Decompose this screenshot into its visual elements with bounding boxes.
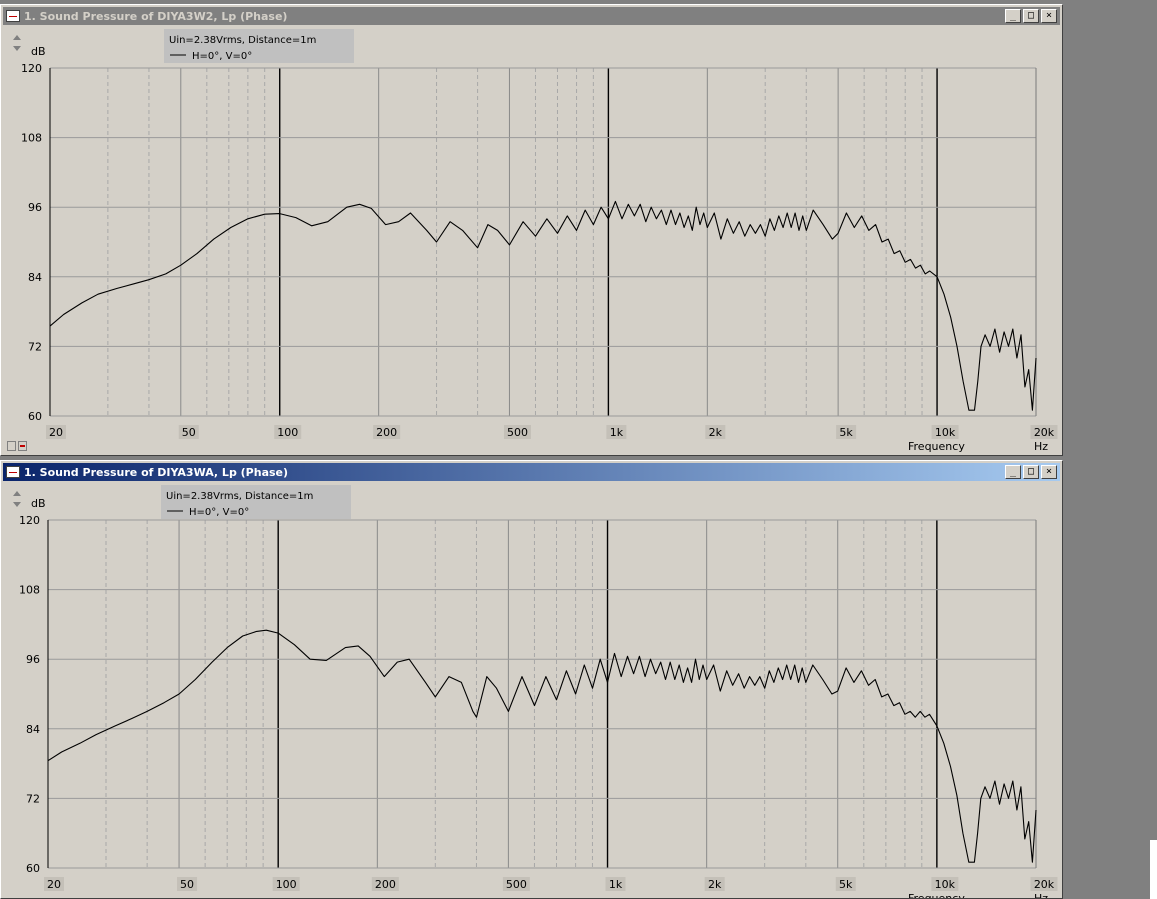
- legend-conditions: Uin=2.38Vrms, Distance=1m: [166, 491, 313, 502]
- x-tick-label: 1k: [610, 426, 624, 439]
- x-tick-label-bg: [704, 877, 725, 891]
- y-tick-label: 120: [21, 62, 42, 75]
- close-button[interactable]: ×: [1041, 465, 1057, 479]
- maximize-button[interactable]: □: [1023, 9, 1039, 23]
- x-tick-label-bg: [46, 425, 66, 439]
- x-tick-label: 50: [180, 878, 194, 891]
- window-title: 1. Sound Pressure of DIYA3W2, Lp (Phase): [24, 9, 288, 23]
- y-tick-label: 72: [26, 792, 40, 805]
- chart-window-icon: [6, 10, 20, 22]
- x-tick-label: 200: [376, 426, 397, 439]
- window-titlebar[interactable]: 1. Sound Pressure of DIYA3W2, Lp (Phase)…: [3, 7, 1060, 25]
- y-tick-label: 72: [28, 340, 42, 353]
- x-tick-label-bg: [1030, 877, 1058, 891]
- marker-tool-icon[interactable]: [18, 441, 27, 451]
- y-unit-label: dB: [31, 45, 46, 58]
- x-tick-label-bg: [503, 425, 531, 439]
- legend-box: [161, 485, 351, 519]
- close-button[interactable]: ×: [1041, 9, 1057, 23]
- y-tick-label: 120: [19, 514, 40, 527]
- x-tick-label-bg: [931, 877, 959, 891]
- x-tick-label: 50: [182, 426, 196, 439]
- x-axis-label: Frequency: [908, 440, 965, 453]
- legend-box: [164, 29, 354, 63]
- y-tick-label: 84: [28, 271, 42, 284]
- y-tick-label: 84: [26, 723, 40, 736]
- x-tick-label: 10k: [935, 426, 956, 439]
- x-tick-label: 20k: [1034, 878, 1055, 891]
- cursor-tool-icon[interactable]: [7, 441, 16, 451]
- x-unit-label: Hz: [1034, 892, 1048, 899]
- y-unit-label: dB: [31, 497, 46, 510]
- y-tick-label: 60: [26, 862, 40, 875]
- x-tick-label-bg: [705, 425, 726, 439]
- x-tick-label: 500: [506, 878, 527, 891]
- x-tick-label-bg: [178, 425, 199, 439]
- x-tick-label: 10k: [935, 878, 956, 891]
- legend-conditions: Uin=2.38Vrms, Distance=1m: [169, 35, 316, 46]
- x-tick-label: 500: [507, 426, 528, 439]
- y-tick-label: 108: [21, 132, 42, 145]
- mdi-background-strip: [1150, 840, 1157, 899]
- x-tick-label-bg: [272, 877, 300, 891]
- x-tick-label: 5k: [839, 426, 853, 439]
- x-tick-label: 100: [277, 426, 298, 439]
- maximize-button[interactable]: □: [1023, 465, 1039, 479]
- x-tick-label-bg: [1030, 425, 1058, 439]
- y-tick-label: 108: [19, 584, 40, 597]
- x-axis-label: Frequency: [908, 892, 965, 899]
- x-tick-label-bg: [44, 877, 64, 891]
- corner-tools: [7, 441, 29, 451]
- x-tick-label-bg: [274, 425, 302, 439]
- x-tick-label: 100: [276, 878, 297, 891]
- minimize-button[interactable]: _: [1005, 465, 1021, 479]
- window-title: 1. Sound Pressure of DIYA3WA, Lp (Phase): [24, 465, 289, 479]
- y-tick-label: 96: [28, 201, 42, 214]
- x-tick-label: 20: [47, 878, 61, 891]
- y-tick-label: 60: [28, 410, 42, 423]
- spl-series-line: [47, 629, 1037, 863]
- x-tick-label: 20k: [1034, 426, 1055, 439]
- frequency-response-plot[interactable]: 60 72 84 96 108 120 dB 20 50 100 200 500 1k 2k 5k 10k 20…: [1, 461, 1063, 899]
- x-tick-label: 2k: [708, 878, 722, 891]
- chart-window-diya3w2[interactable]: 1. Sound Pressure of DIYA3W2, Lp (Phase)…: [0, 4, 1063, 456]
- x-tick-label: 20: [49, 426, 63, 439]
- minimize-button[interactable]: _: [1005, 9, 1021, 23]
- x-tick-label-bg: [373, 425, 401, 439]
- y-scroll-arrows-icon[interactable]: [11, 489, 23, 509]
- x-tick-label: 5k: [839, 878, 853, 891]
- x-tick-label-bg: [371, 877, 399, 891]
- chart-window-icon: [6, 466, 20, 478]
- x-tick-label: 1k: [609, 878, 623, 891]
- x-tick-label: 200: [375, 878, 396, 891]
- y-tick-label: 96: [26, 653, 40, 666]
- x-tick-label-bg: [177, 877, 198, 891]
- x-tick-label-bg: [606, 425, 627, 439]
- chart-window-diya3wa[interactable]: 1. Sound Pressure of DIYA3WA, Lp (Phase)…: [0, 460, 1063, 899]
- legend-series-label: H=0°, V=0°: [189, 507, 249, 518]
- y-scroll-arrows-icon[interactable]: [11, 33, 23, 53]
- window-titlebar[interactable]: 1. Sound Pressure of DIYA3WA, Lp (Phase)…: [3, 463, 1060, 481]
- x-tick-label-bg: [835, 877, 856, 891]
- legend-series-label: H=0°, V=0°: [192, 51, 252, 62]
- x-tick-label-bg: [605, 877, 626, 891]
- x-tick-label-bg: [836, 425, 857, 439]
- frequency-response-plot[interactable]: 60 72 84 96 108 120 dB 20 50 100 200 500 1k 2k 5k 10k 20…: [1, 5, 1063, 456]
- x-tick-label-bg: [502, 877, 530, 891]
- x-tick-label-bg: [931, 425, 959, 439]
- spl-series-line: [49, 200, 1037, 411]
- x-unit-label: Hz: [1034, 440, 1048, 453]
- x-tick-label: 2k: [709, 426, 723, 439]
